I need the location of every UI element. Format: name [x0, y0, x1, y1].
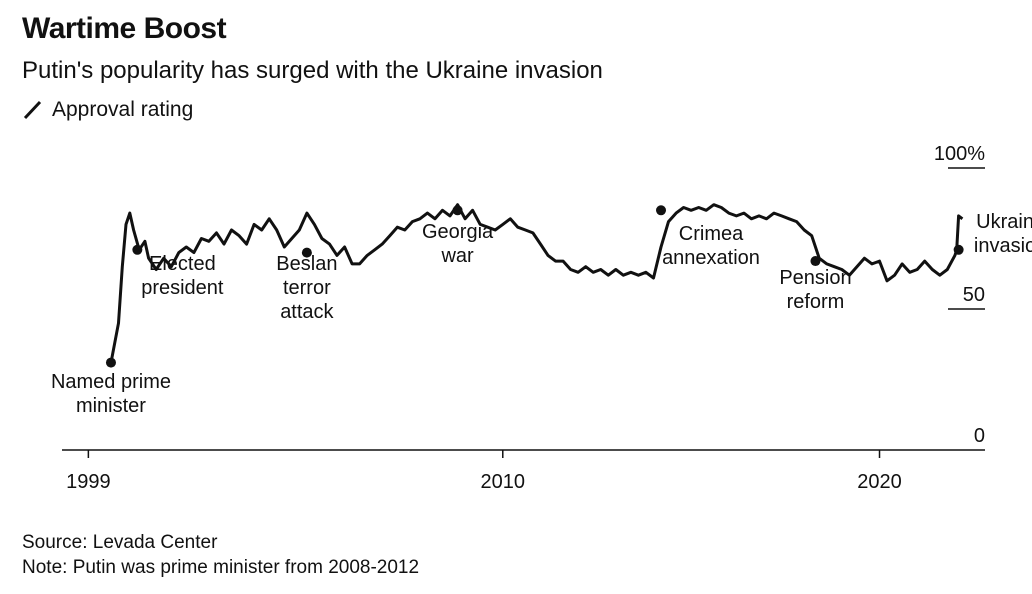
annotation-label: terror: [283, 277, 331, 299]
y-tick-label: 100%: [934, 143, 985, 165]
annotation-label: war: [440, 245, 474, 267]
annotation-label: Named prime: [51, 371, 171, 393]
annotation-marker: [132, 244, 143, 255]
x-tick-label: 2020: [857, 471, 902, 493]
annotation-label: Pension: [779, 267, 851, 289]
annotation-label: president: [141, 277, 224, 299]
annotation-label: annexation: [662, 247, 760, 269]
annotation-label: reform: [787, 291, 845, 313]
annotation-label: Beslan: [276, 253, 337, 275]
footnote: Note: Putin was prime minister from 2008…: [22, 557, 420, 578]
annotation-label: Crimea: [679, 223, 744, 245]
annotation-label: attack: [280, 301, 334, 323]
x-tick-label: 1999: [66, 471, 111, 493]
annotation-label: Ukraine: [976, 211, 1032, 233]
y-tick-label: 50: [963, 284, 985, 306]
line-swatch-icon: [23, 100, 42, 120]
source-note: Source: Levada Center: [22, 532, 218, 553]
legend: Approval rating: [22, 98, 193, 122]
x-tick-label: 2010: [481, 471, 526, 493]
y-tick-label: 0: [974, 425, 985, 447]
chart-subtitle: Putin's popularity has surged with the U…: [22, 57, 603, 84]
annotation-marker: [301, 247, 312, 258]
legend-label: Approval rating: [52, 98, 194, 121]
annotation-label: minister: [76, 395, 146, 417]
annotation-label: invasion: [974, 235, 1032, 257]
annotation-marker: [105, 357, 116, 368]
annotation-label: Elected: [149, 253, 216, 275]
annotation-marker: [953, 244, 964, 255]
annotation-marker: [810, 256, 821, 267]
approval-series-line: [109, 203, 964, 363]
chart-title: Wartime Boost: [22, 12, 227, 45]
annotation-marker: [452, 205, 463, 216]
annotation-marker: [656, 205, 667, 216]
annotation-label: Georgia: [422, 221, 494, 243]
